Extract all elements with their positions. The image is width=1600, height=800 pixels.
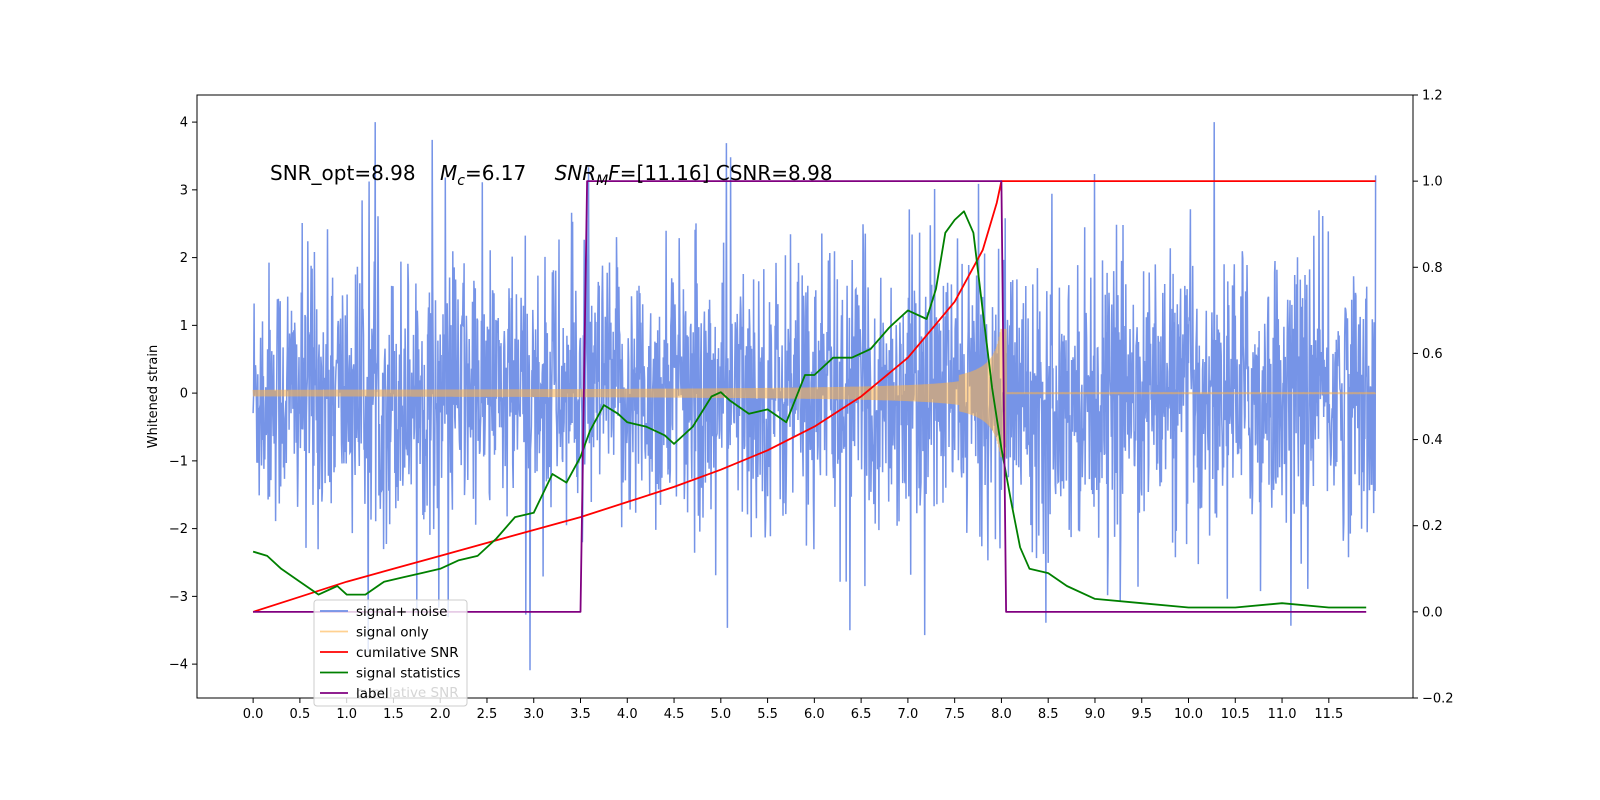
- legend-entry-label: signal+ noise: [356, 604, 447, 620]
- x-tick-label: 9.0: [1085, 707, 1106, 722]
- y-tick-label: 1: [180, 319, 188, 334]
- x-tick-label: 2.5: [477, 707, 498, 722]
- axes-frame: [196, 94, 1414, 699]
- y2-tick-label: 0.4: [1422, 433, 1443, 448]
- x-tick-label: 0.5: [290, 707, 311, 722]
- series-signal-only-line: [252, 328, 1377, 458]
- y-tick-label: 4: [180, 116, 188, 131]
- x-tick-label: 0.0: [243, 707, 264, 722]
- y2-tick-label: 1.2: [1422, 89, 1443, 104]
- x-tick-label: 1.0: [336, 707, 357, 722]
- y-tick-label: −4: [169, 658, 188, 673]
- annotation-text: SNR_opt=8.98 Mc=6.17 SNRMF=[11.16] CSNR=…: [270, 161, 833, 189]
- x-tick-label: 4.0: [617, 707, 638, 722]
- x-tick-label: 3.0: [523, 707, 544, 722]
- y-axis-right: −0.2 0.0 0.2 0.4 0.6 0.8 1.0 1.2: [1413, 89, 1454, 707]
- y2-tick-label: 0.8: [1422, 261, 1443, 276]
- legend-ghost-text: cumilative SNR: [356, 685, 459, 701]
- legend-box: [313, 599, 468, 707]
- annotation-snr-value: =[11.16] CSNR=8.98: [620, 161, 833, 185]
- series-label-line: [253, 180, 1367, 613]
- annotation-snr-f: F: [608, 161, 620, 185]
- x-tick-label: 2.0: [430, 707, 451, 722]
- x-tick-label: 8.5: [1038, 707, 1059, 722]
- x-tick-label: 8.0: [991, 707, 1012, 722]
- legend-entry-label: signal statistics: [356, 666, 460, 682]
- y-axis-label: Whitened strain: [146, 345, 161, 448]
- x-tick-label: 10.0: [1174, 707, 1203, 722]
- x-tick-label: 11.5: [1314, 707, 1343, 722]
- x-axis: 0.0 0.5 1.0 1.5 2.0 2.5 3.0 3.5 4.0 4.5 5.0 5.5 6.0 6…: [243, 698, 1343, 722]
- y-tick-label: 2: [180, 251, 188, 266]
- y2-tick-label: 0.2: [1422, 519, 1443, 534]
- annotation-mc-symbol: M: [440, 161, 457, 185]
- y-tick-label: −1: [169, 454, 188, 469]
- y-tick-label: −3: [169, 590, 188, 605]
- legend-entry-label: label: [356, 686, 389, 702]
- y-tick-label: 0: [180, 387, 188, 402]
- x-tick-label: 7.0: [898, 707, 919, 722]
- legend: cumilative SNR signal+ noise signal only cu…: [313, 599, 468, 707]
- annotation-snr-opt: SNR_opt=8.98: [270, 161, 416, 185]
- series-signal-noise-line: [252, 122, 1377, 671]
- x-tick-label: 5.0: [710, 707, 731, 722]
- y-axis-left: −4 −3 −2 −1 0 1 2 3 4: [169, 116, 197, 673]
- legend-entry-label: cumilative SNR: [356, 645, 459, 661]
- x-tick-label: 10.5: [1221, 707, 1250, 722]
- y2-tick-label: 1.0: [1422, 175, 1443, 190]
- series-signal-statistics-line: [252, 210, 1367, 609]
- legend-entry-label: signal only: [356, 625, 429, 641]
- x-tick-label: 3.5: [570, 707, 591, 722]
- y2-tick-label: 0.0: [1422, 605, 1443, 620]
- x-tick-label: 5.5: [757, 707, 778, 722]
- annotation-snr-symbol: SNR: [555, 161, 597, 185]
- y-tick-label: 3: [180, 183, 188, 198]
- annotation-mc-value: =6.17: [465, 161, 526, 185]
- x-tick-label: 6.0: [804, 707, 825, 722]
- y2-tick-label: −0.2: [1422, 692, 1454, 707]
- plot-area: [252, 122, 1377, 671]
- series-cumilative-snr-line: [252, 180, 1376, 613]
- y-tick-label: −2: [169, 522, 188, 537]
- x-tick-label: 9.5: [1131, 707, 1152, 722]
- x-tick-label: 1.5: [383, 707, 404, 722]
- x-tick-label: 6.5: [851, 707, 872, 722]
- x-tick-label: 4.5: [664, 707, 685, 722]
- annotation-mc-sub: c: [457, 173, 465, 189]
- x-tick-label: 11.0: [1268, 707, 1297, 722]
- y2-tick-label: 0.6: [1422, 347, 1443, 362]
- x-tick-label: 7.5: [944, 707, 965, 722]
- annotation-snr-sub: M: [596, 173, 608, 189]
